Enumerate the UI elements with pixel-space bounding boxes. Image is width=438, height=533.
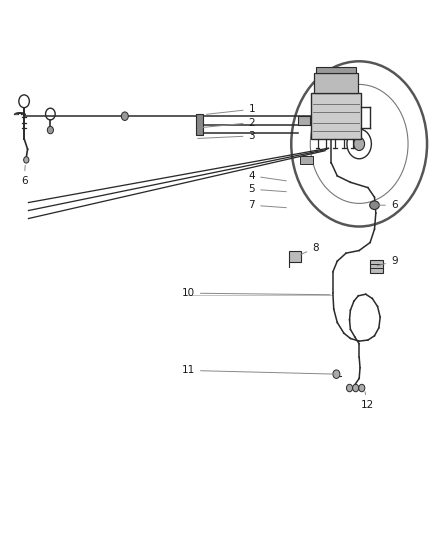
Circle shape <box>333 370 340 378</box>
Circle shape <box>346 384 353 392</box>
Text: 8: 8 <box>300 243 319 255</box>
Bar <box>316 67 356 73</box>
Circle shape <box>24 157 29 163</box>
Text: 12: 12 <box>361 392 374 410</box>
Text: 10: 10 <box>182 288 330 298</box>
Bar <box>311 93 361 139</box>
Text: 3: 3 <box>198 131 255 141</box>
Bar <box>298 116 310 125</box>
Bar <box>196 114 203 135</box>
Circle shape <box>121 112 128 120</box>
Text: 11: 11 <box>182 366 335 375</box>
Text: 9: 9 <box>377 256 398 266</box>
Circle shape <box>47 126 53 134</box>
Text: 7: 7 <box>248 200 286 210</box>
Text: 4: 4 <box>248 171 286 181</box>
Circle shape <box>353 384 359 392</box>
Bar <box>300 156 313 164</box>
Text: 6: 6 <box>377 200 398 210</box>
Bar <box>289 251 301 262</box>
Text: 1: 1 <box>206 104 255 114</box>
Text: 2: 2 <box>201 118 255 127</box>
Ellipse shape <box>370 201 379 209</box>
Circle shape <box>359 384 365 392</box>
Bar <box>314 73 358 93</box>
Text: 5: 5 <box>248 184 286 194</box>
Bar <box>370 260 383 273</box>
Circle shape <box>354 138 364 150</box>
Text: 6: 6 <box>21 165 28 186</box>
